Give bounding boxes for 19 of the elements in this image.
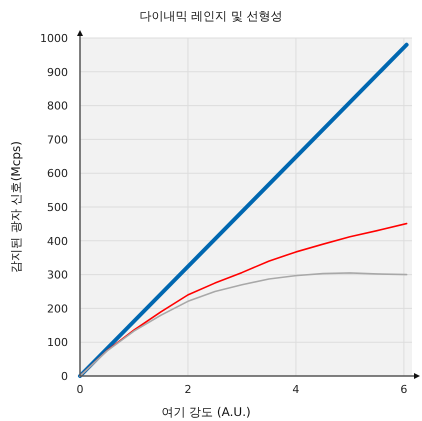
y-axis-title: 감지된 광자 신호(Mcps) [9,141,23,273]
x-axis-title: 여기 강도 (A.U.) [161,405,251,419]
y-tick-label: 0 [61,370,68,383]
x-tick-label: 2 [184,383,192,396]
y-tick-label: 900 [47,66,68,79]
y-tick-label: 100 [47,336,68,350]
x-tick-label: 4 [292,383,300,396]
y-tick-label: 600 [47,167,68,180]
y-tick-label: 200 [47,302,68,316]
x-tick-label: 0 [76,383,84,396]
y-tick-label: 800 [47,100,68,113]
y-tick-label: 1000 [40,32,68,45]
y-tick-label: 400 [47,234,68,248]
y-tick-label: 500 [47,201,68,214]
chart-title: 다이내믹 레인지 및 선형성 [139,9,283,23]
x-tick-label: 6 [400,383,408,396]
y-tick-label: 700 [47,133,68,146]
y-tick-label: 300 [47,268,68,282]
line-series [79,272,408,377]
